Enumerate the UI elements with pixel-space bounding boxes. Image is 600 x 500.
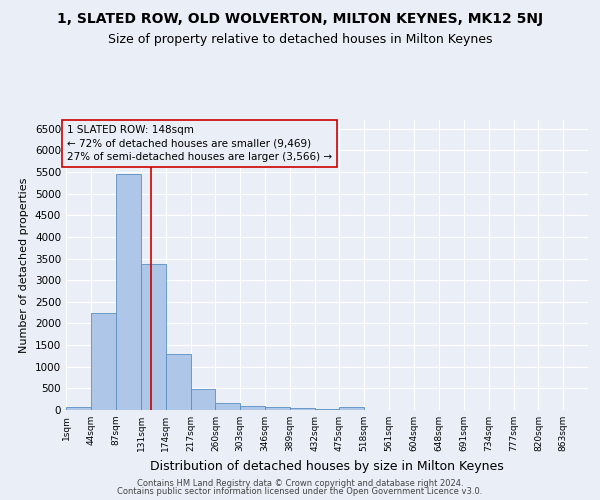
Text: 1 SLATED ROW: 148sqm
← 72% of detached houses are smaller (9,469)
27% of semi-de: 1 SLATED ROW: 148sqm ← 72% of detached h…: [67, 125, 332, 162]
Bar: [66, 406, 91, 410]
Bar: [191, 389, 215, 410]
Bar: [240, 406, 265, 410]
Bar: [340, 408, 364, 410]
Bar: [215, 402, 240, 410]
Text: Contains HM Land Registry data © Crown copyright and database right 2024.: Contains HM Land Registry data © Crown c…: [137, 478, 463, 488]
Text: 1, SLATED ROW, OLD WOLVERTON, MILTON KEYNES, MK12 5NJ: 1, SLATED ROW, OLD WOLVERTON, MILTON KEY…: [57, 12, 543, 26]
Bar: [141, 264, 166, 410]
Bar: [265, 407, 290, 410]
Bar: [314, 408, 340, 410]
X-axis label: Distribution of detached houses by size in Milton Keynes: Distribution of detached houses by size …: [150, 460, 504, 472]
Y-axis label: Number of detached properties: Number of detached properties: [19, 178, 29, 352]
Bar: [116, 174, 141, 410]
Text: Size of property relative to detached houses in Milton Keynes: Size of property relative to detached ho…: [108, 32, 492, 46]
Bar: [166, 354, 191, 410]
Bar: [290, 408, 314, 410]
Bar: [91, 312, 116, 410]
Text: Contains public sector information licensed under the Open Government Licence v3: Contains public sector information licen…: [118, 487, 482, 496]
